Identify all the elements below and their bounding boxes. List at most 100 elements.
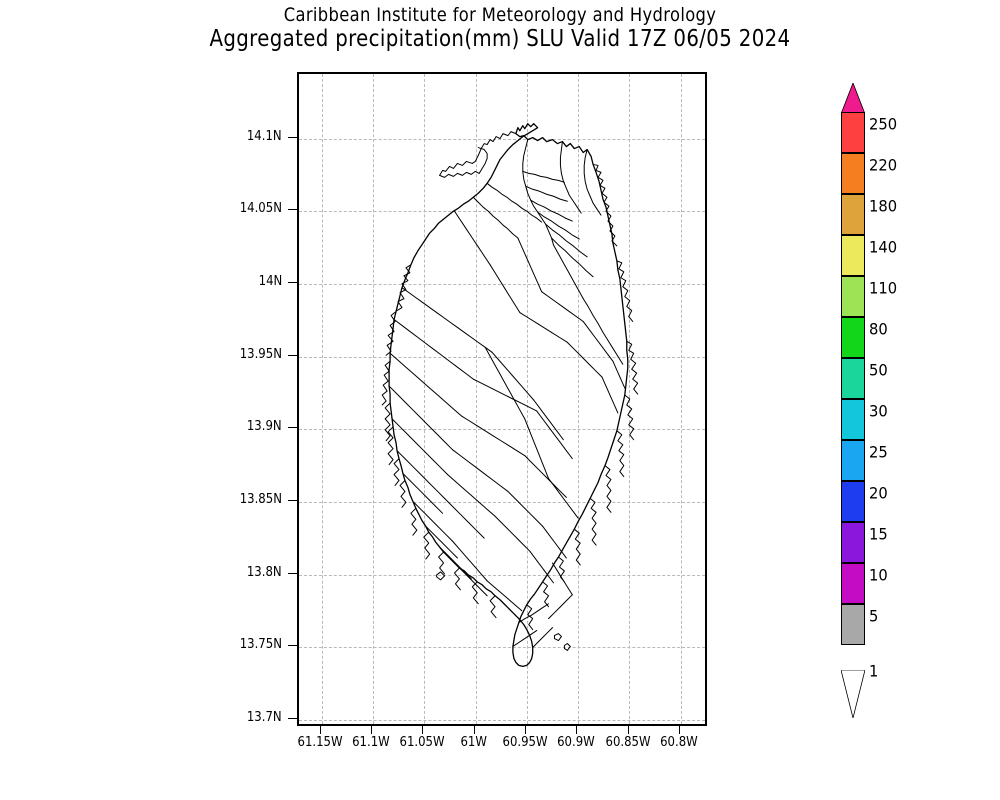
colorbar-band[interactable] bbox=[841, 194, 865, 235]
x-axis-label-wrap: 60.8W bbox=[634, 731, 724, 750]
gridline-vertical bbox=[424, 74, 426, 724]
gridline-horizontal bbox=[299, 574, 705, 576]
x-axis-tick bbox=[320, 726, 321, 734]
gridline-vertical bbox=[475, 74, 477, 724]
x-axis-label: 60.8W bbox=[660, 735, 698, 750]
x-axis-label: 61.05W bbox=[399, 735, 445, 750]
institute-title: Caribbean Institute for Meteorology and … bbox=[283, 4, 717, 26]
gridline-horizontal bbox=[299, 429, 705, 431]
chart-title: Aggregated precipitation(mm) SLU Valid 1… bbox=[209, 26, 791, 52]
colorbar-band[interactable] bbox=[841, 317, 865, 358]
colorbar-tick-label: 50 bbox=[869, 360, 888, 380]
colorbar-band[interactable] bbox=[841, 153, 865, 194]
gridline-horizontal bbox=[299, 719, 705, 721]
y-axis-label: 14.1N bbox=[247, 129, 282, 144]
x-axis-label-wrap: 60.95W bbox=[480, 731, 570, 750]
colorbar-tick-label: 140 bbox=[869, 237, 898, 257]
colorbar-tick-label: 220 bbox=[869, 155, 898, 175]
y-axis-label-wrap: 13.95N bbox=[182, 347, 282, 363]
x-axis-label: 61.15W bbox=[297, 735, 343, 750]
gridline-horizontal bbox=[299, 211, 705, 213]
colorbar-tick-label: 110 bbox=[869, 278, 898, 298]
x-axis-tick bbox=[628, 726, 629, 734]
gridline-horizontal bbox=[299, 356, 705, 358]
y-axis-label-wrap: 14N bbox=[182, 274, 282, 290]
gridline-vertical bbox=[680, 74, 682, 724]
y-axis-label-wrap: 13.9N bbox=[182, 419, 282, 435]
y-axis-label: 14.05N bbox=[239, 201, 282, 216]
x-axis-label: 60.95W bbox=[502, 735, 548, 750]
y-axis-tick bbox=[288, 500, 297, 501]
colorbar-tick-label: 20 bbox=[869, 483, 888, 503]
y-axis-label: 13.8N bbox=[247, 565, 282, 580]
colorbar-tick-label: 1 bbox=[869, 661, 879, 681]
gridline-horizontal bbox=[299, 647, 705, 649]
y-axis-tick bbox=[288, 573, 297, 574]
colorbar-band[interactable] bbox=[841, 358, 865, 399]
x-axis-label-wrap: 61W bbox=[429, 731, 519, 750]
x-axis-tick bbox=[371, 726, 372, 734]
y-axis-label-wrap: 13.8N bbox=[182, 565, 282, 581]
x-axis-label: 61W bbox=[460, 735, 488, 750]
map-plot-area bbox=[297, 72, 707, 726]
colorbar-band[interactable] bbox=[841, 112, 865, 153]
colorbar-tick-label: 25 bbox=[869, 442, 888, 462]
y-axis-label: 13.7N bbox=[247, 710, 282, 725]
y-axis-label: 13.75N bbox=[239, 637, 282, 652]
y-axis-label-wrap: 14.1N bbox=[182, 129, 282, 145]
colorbar-tick-label: 30 bbox=[869, 401, 888, 421]
y-axis-label: 13.85N bbox=[239, 492, 282, 507]
x-axis-label-wrap: 61.15W bbox=[275, 731, 365, 750]
gridline-vertical bbox=[578, 74, 580, 724]
x-axis-tick bbox=[576, 726, 577, 734]
y-axis-tick bbox=[288, 209, 297, 210]
colorbar-tick-label: 5 bbox=[869, 606, 879, 626]
gridline-vertical bbox=[373, 74, 375, 724]
colorbar-tick-label: 180 bbox=[869, 196, 898, 216]
y-axis-label-wrap: 13.75N bbox=[182, 637, 282, 653]
title-block: Caribbean Institute for Meteorology and … bbox=[0, 4, 1000, 52]
x-axis-label: 60.85W bbox=[605, 735, 651, 750]
y-axis-tick bbox=[288, 718, 297, 719]
colorbar-tick-label: 15 bbox=[869, 524, 888, 544]
colorbar-under-arrow bbox=[841, 670, 865, 718]
x-axis-label-wrap: 60.9W bbox=[531, 731, 621, 750]
y-axis-tick bbox=[288, 282, 297, 283]
x-axis-tick bbox=[525, 726, 526, 734]
y-axis-tick bbox=[288, 355, 297, 356]
y-axis-tick bbox=[288, 645, 297, 646]
colorbar-band[interactable] bbox=[841, 563, 865, 604]
gridline-vertical bbox=[526, 74, 528, 724]
x-axis-tick bbox=[422, 726, 423, 734]
x-axis-tick bbox=[679, 726, 680, 734]
x-axis-label-wrap: 61.1W bbox=[326, 731, 416, 750]
saint-lucia-map bbox=[299, 74, 705, 724]
colorbar[interactable] bbox=[841, 112, 865, 671]
colorbar-band[interactable] bbox=[841, 235, 865, 276]
y-axis-label: 13.95N bbox=[239, 347, 282, 362]
colorbar-band[interactable] bbox=[841, 604, 865, 645]
colorbar-band[interactable] bbox=[841, 522, 865, 563]
x-axis-label: 60.9W bbox=[557, 735, 595, 750]
colorbar-band[interactable] bbox=[841, 481, 865, 522]
x-axis-label: 61.1W bbox=[352, 735, 390, 750]
y-axis-label: 13.9N bbox=[247, 419, 282, 434]
colorbar-tick-label: 80 bbox=[869, 319, 888, 339]
y-axis-tick bbox=[288, 427, 297, 428]
colorbar-band[interactable] bbox=[841, 399, 865, 440]
colorbar-band[interactable] bbox=[841, 276, 865, 317]
x-axis-label-wrap: 60.85W bbox=[583, 731, 673, 750]
colorbar-tick-label: 250 bbox=[869, 114, 898, 134]
y-axis-label-wrap: 13.85N bbox=[182, 492, 282, 508]
colorbar-over-arrow bbox=[841, 83, 865, 114]
x-axis-tick bbox=[474, 726, 475, 734]
x-axis-label-wrap: 61.05W bbox=[377, 731, 467, 750]
y-axis-tick bbox=[288, 137, 297, 138]
gridline-vertical bbox=[321, 74, 323, 724]
y-axis-label-wrap: 13.7N bbox=[182, 710, 282, 726]
y-axis-label: 14N bbox=[258, 274, 282, 289]
gridline-horizontal bbox=[299, 502, 705, 503]
colorbar-tick-label: 10 bbox=[869, 565, 888, 585]
colorbar-band[interactable] bbox=[841, 440, 865, 481]
y-axis-label-wrap: 14.05N bbox=[182, 201, 282, 217]
